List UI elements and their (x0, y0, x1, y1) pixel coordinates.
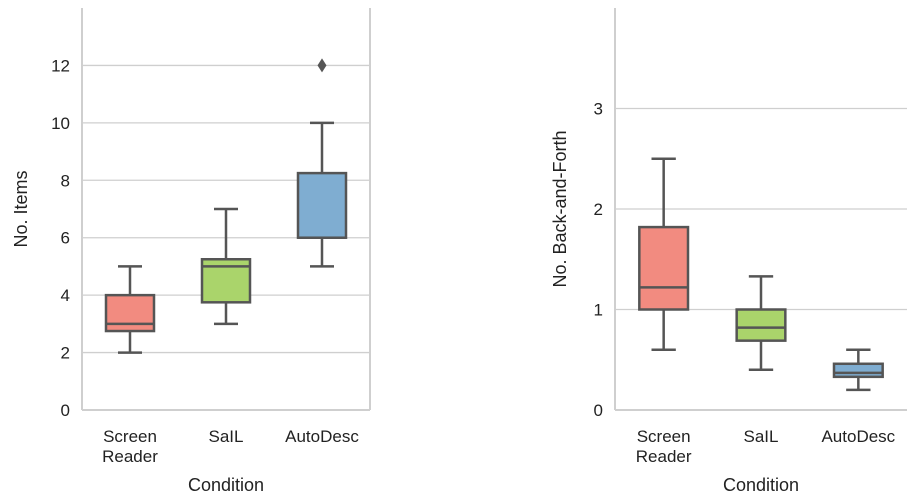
x-tick-label: Screen Reader (102, 427, 158, 466)
panel-1: 0 2 4 6 8 10 12 Screen Reader SaIL AutoDesc Conditi… (11, 8, 371, 495)
x-tick-label: SaIL (744, 427, 779, 446)
y-tick-label: 8 (61, 171, 70, 190)
y-tick-label: 2 (594, 200, 603, 219)
y-axis-title: No. Back-and-Forth (550, 130, 570, 287)
iqr-box (638, 225, 690, 311)
box-2 (735, 275, 787, 372)
panel-2: 0 1 2 3 Screen Reader SaIL AutoDesc Condition No.… (550, 8, 907, 495)
y-tick-label: 10 (51, 114, 70, 133)
box-1 (638, 157, 690, 351)
x-tick-label: AutoDesc (821, 427, 895, 446)
x-axis-title: Condition (188, 475, 264, 495)
iqr-box (832, 362, 884, 379)
iqr-box (296, 171, 348, 239)
y-tick-label: 12 (51, 56, 70, 75)
y-tick-label: 0 (594, 401, 603, 420)
box-3 (832, 348, 884, 392)
x-tick-label: Screen Reader (636, 427, 692, 466)
x-axis-title: Condition (723, 475, 799, 495)
y-tick-label: 4 (61, 286, 70, 305)
iqr-box (735, 308, 787, 342)
iqr-box (104, 293, 156, 333)
outlier-marker (317, 58, 327, 73)
x-tick-label: AutoDesc (285, 427, 359, 446)
y-tick-label: 3 (594, 100, 603, 119)
y-tick-label: 2 (61, 344, 70, 363)
x-tick-label: SaIL (209, 427, 244, 446)
box-2 (200, 207, 252, 326)
box-3 (296, 58, 348, 268)
y-tick-label: 0 (61, 401, 70, 420)
box-1 (104, 265, 156, 354)
y-axis-title: No. Items (11, 170, 31, 247)
y-tick-label: 1 (594, 301, 603, 320)
y-tick-label: 6 (61, 229, 70, 248)
